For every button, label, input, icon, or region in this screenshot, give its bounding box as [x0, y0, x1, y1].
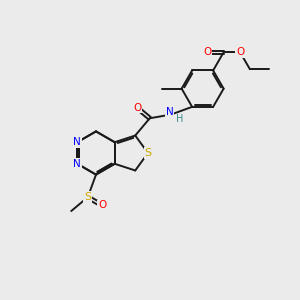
- Text: O: O: [98, 200, 106, 210]
- Text: S: S: [84, 192, 92, 202]
- Text: O: O: [203, 47, 211, 57]
- Text: O: O: [236, 47, 244, 57]
- Text: O: O: [133, 103, 141, 113]
- Text: S: S: [144, 148, 152, 158]
- Text: H: H: [176, 114, 183, 124]
- Text: N: N: [166, 107, 173, 117]
- Text: N: N: [74, 137, 81, 147]
- Text: N: N: [74, 159, 81, 169]
